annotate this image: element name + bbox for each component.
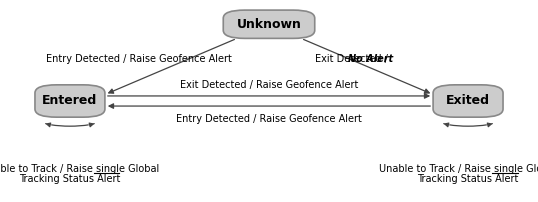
Text: Exited: Exited [446, 95, 490, 107]
Text: Exit Detected / Raise Geofence Alert: Exit Detected / Raise Geofence Alert [180, 80, 358, 90]
Text: Entry Detected / Raise Geofence Alert: Entry Detected / Raise Geofence Alert [176, 114, 362, 124]
Text: Entered: Entered [43, 95, 97, 107]
FancyBboxPatch shape [433, 85, 503, 117]
FancyBboxPatch shape [35, 85, 105, 117]
Text: No Alert: No Alert [348, 54, 393, 64]
Text: Exit Detected /: Exit Detected / [315, 54, 391, 64]
Text: Unable to Track / Raise single Global: Unable to Track / Raise single Global [379, 164, 538, 174]
Text: Unable to Track / Raise single Global: Unable to Track / Raise single Global [0, 164, 159, 174]
Text: Tracking Status Alert: Tracking Status Alert [19, 174, 121, 184]
Text: Tracking Status Alert: Tracking Status Alert [417, 174, 519, 184]
FancyBboxPatch shape [223, 10, 315, 38]
Text: Entry Detected / Raise Geofence Alert: Entry Detected / Raise Geofence Alert [46, 54, 231, 64]
Text: Unknown: Unknown [237, 18, 301, 31]
